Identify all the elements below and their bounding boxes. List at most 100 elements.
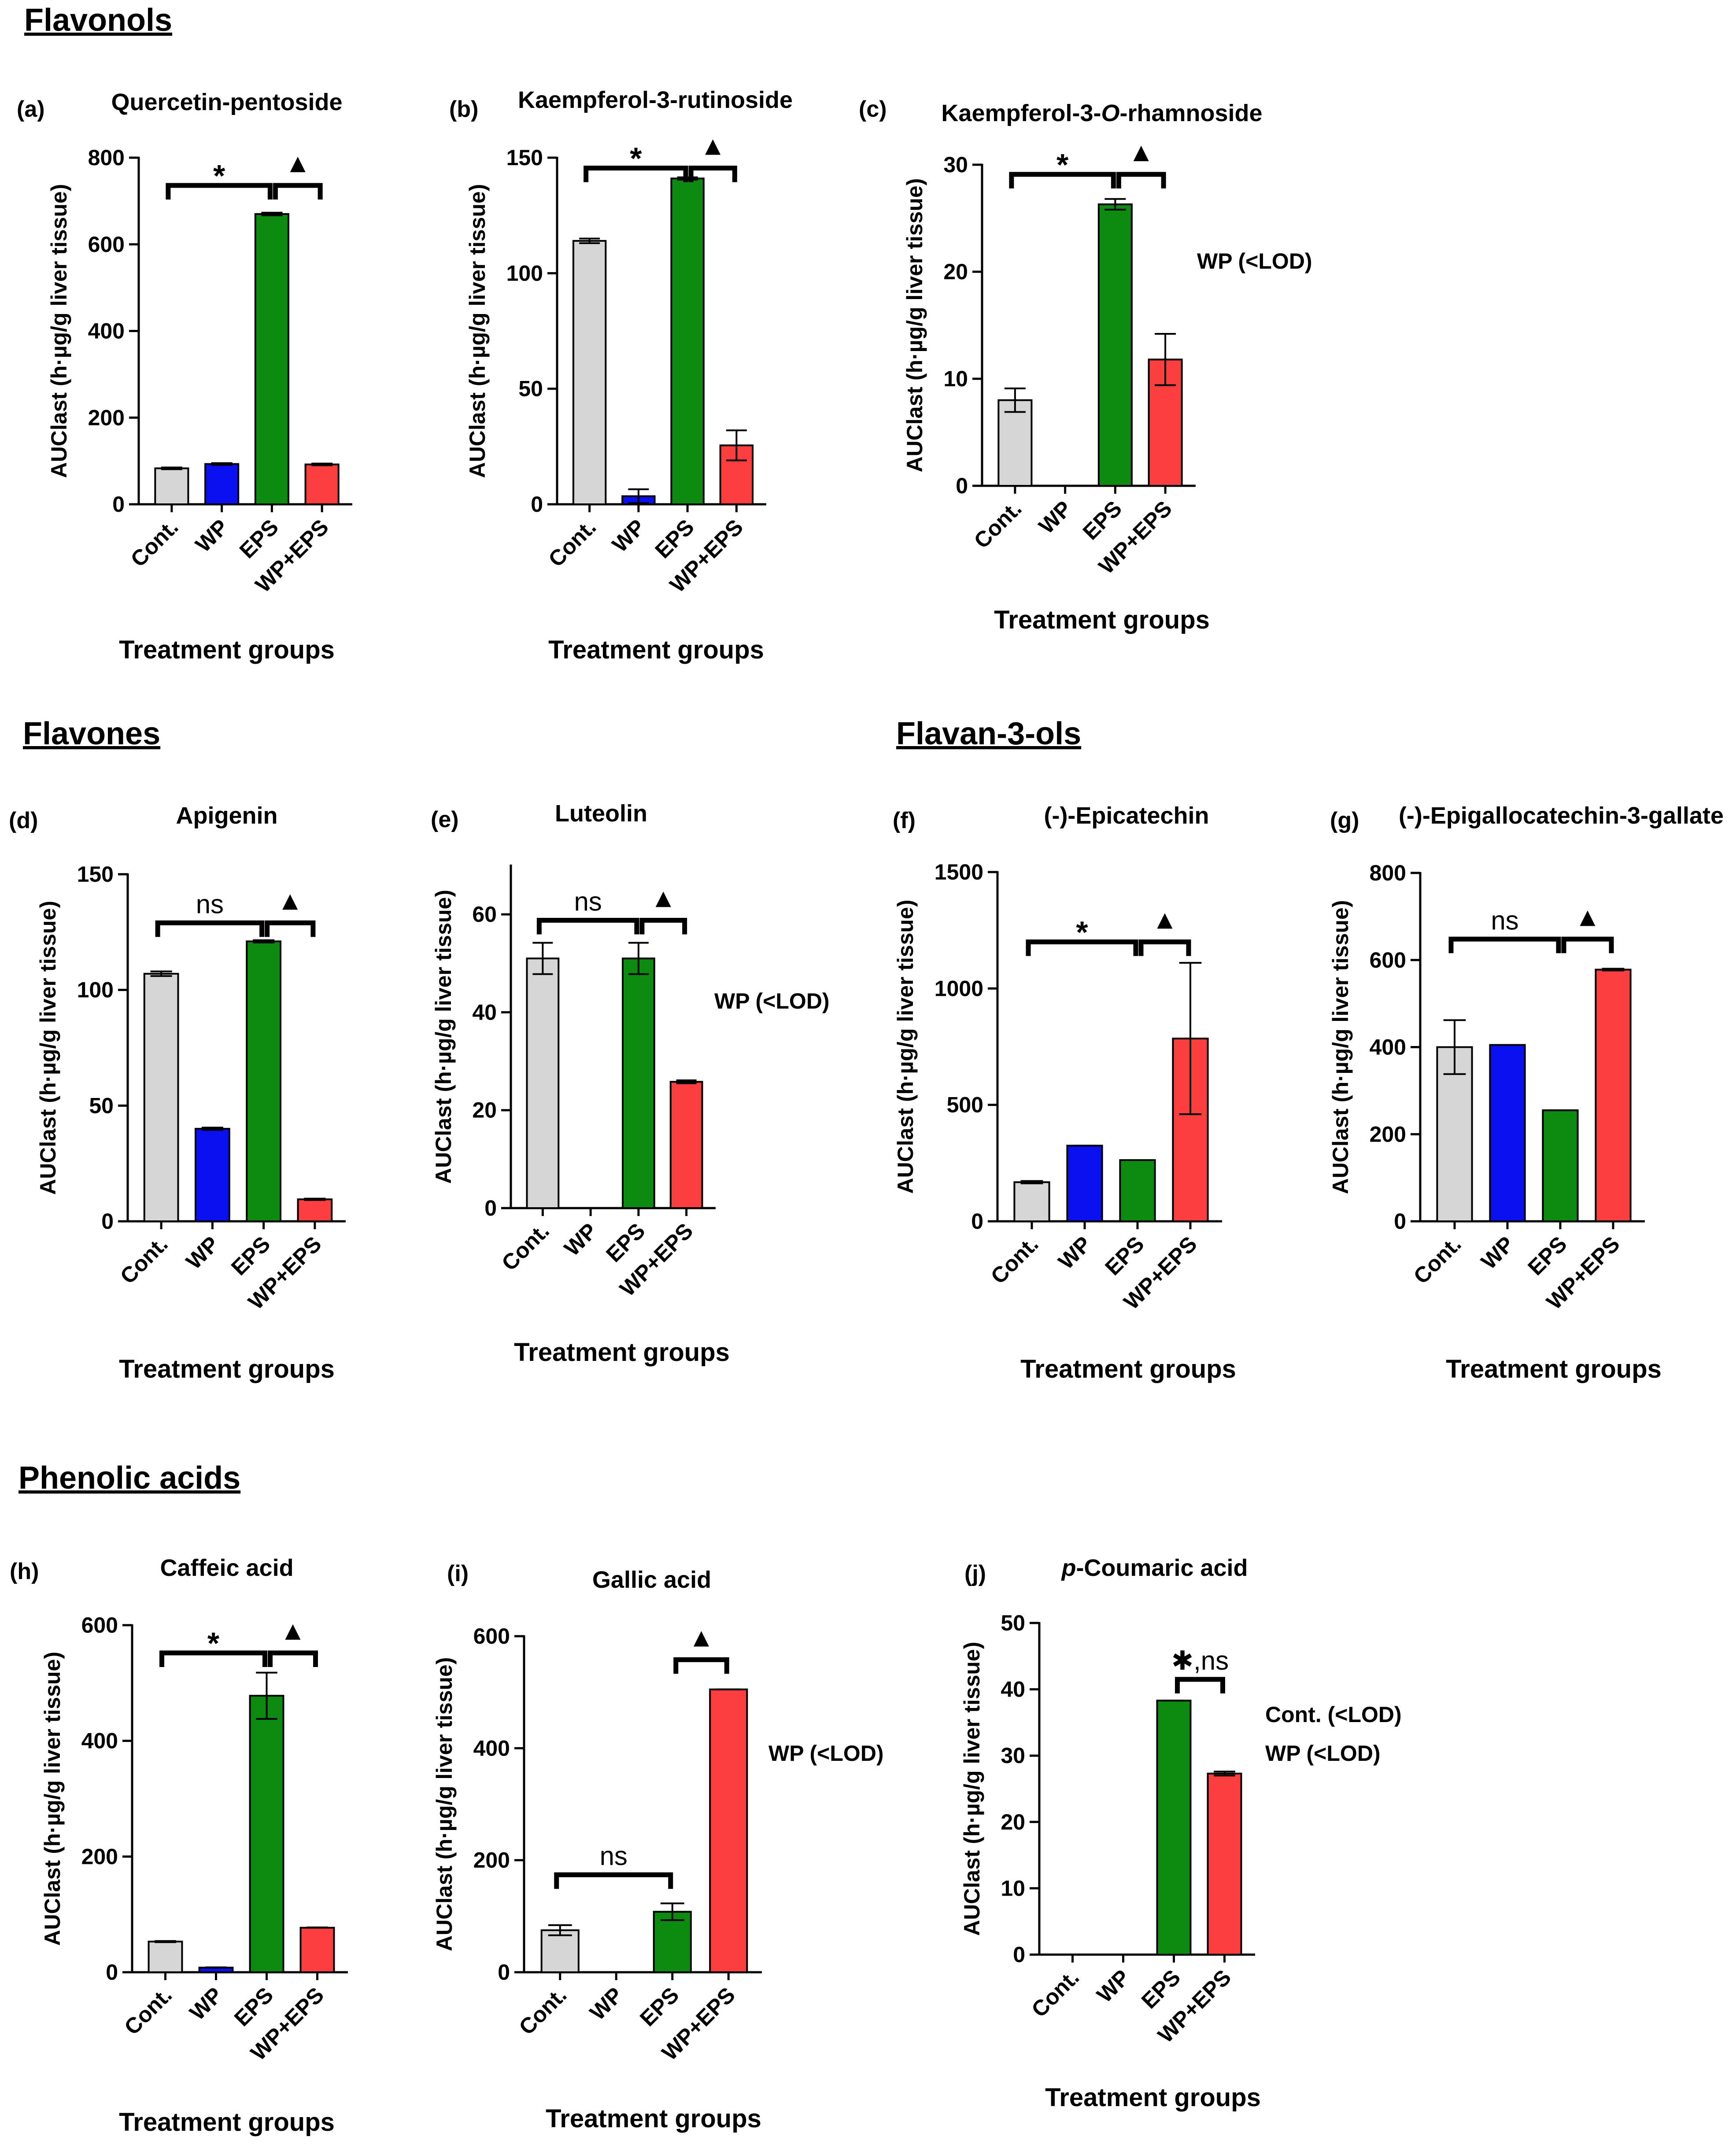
chart-panel-b: (b) Kaempferol-3-rutinoside 0 50 100 150 AUCla… [449, 87, 793, 664]
chart-panels: (a) Quercetin-pentoside0200400600800AUCla… [9, 87, 1724, 2137]
bar-wp [195, 1127, 230, 1223]
significance-bracket [273, 183, 323, 200]
y-tick-label: 50 [1001, 1611, 1025, 1635]
significance-bracket [1026, 939, 1138, 956]
section-title-flavan-3-ols: Flavan-3-ols [896, 716, 1081, 751]
significance-label: ▲ [650, 883, 676, 913]
bar-wp [204, 463, 240, 505]
x-tick-label: Cont. [126, 514, 183, 572]
significance-bracket [1138, 939, 1191, 956]
y-tick-label: 600 [88, 232, 125, 257]
bar-eps [1097, 203, 1133, 487]
y-tick-label: 40 [1001, 1677, 1025, 1702]
significance-label: ns [574, 887, 602, 916]
panel-title: Kaempferol-3-O-rhamnoside [941, 100, 1262, 126]
significance-bracket [1175, 1677, 1225, 1694]
y-axis-label: AUClast (h·µg/g liver tissue) [47, 184, 71, 478]
y-tick-label: 20 [943, 259, 968, 284]
significance-bracket [1116, 172, 1166, 189]
y-tick-label: 30 [943, 152, 968, 177]
x-tick-label: Cont. [514, 1982, 572, 2040]
bar-eps [1156, 1700, 1192, 1955]
y-tick-label: 0 [956, 473, 968, 498]
y-tick-label: 20 [1001, 1810, 1025, 1834]
y-tick-label: 0 [1394, 1209, 1406, 1234]
bar-eps [254, 213, 289, 505]
bar-eps [621, 957, 655, 1209]
panel-title: Quercetin-pentoside [111, 89, 342, 115]
y-tick-label: 600 [1370, 948, 1406, 972]
significance-label: ▲ [700, 131, 726, 161]
bar-cont [154, 467, 189, 506]
x-tick-label: WP [1476, 1231, 1519, 1274]
panel-letter: (a) [17, 96, 45, 122]
x-tick-label: WP [185, 1982, 228, 2025]
y-tick-label: 0 [531, 492, 543, 517]
y-axis-label: AUClast (h·µg/g liver tissue) [902, 178, 927, 473]
y-tick-label: 800 [88, 145, 125, 170]
y-axis-label: AUClast (h·µg/g liver tissue) [36, 901, 60, 1195]
lod-note: WP (<LOD) [768, 1741, 884, 1766]
y-tick-label: 0 [106, 1960, 118, 1985]
x-tick-label: Cont. [119, 1982, 177, 2040]
panel-letter: (g) [1330, 808, 1359, 833]
x-axis-label: Treatment groups [514, 1338, 730, 1367]
bar-eps [1542, 1109, 1579, 1222]
x-axis-label: Treatment groups [994, 606, 1210, 634]
significance-bracket [639, 917, 687, 935]
y-tick-label: 600 [81, 1613, 118, 1638]
panel-letter: (i) [447, 1561, 469, 1586]
panel-letter: (c) [859, 96, 887, 122]
bar-cont [526, 957, 560, 1209]
y-tick-label: 150 [506, 145, 543, 170]
significance-bracket [536, 917, 639, 935]
y-tick-label: 500 [947, 1093, 983, 1117]
y-tick-label: 100 [77, 978, 114, 1002]
bar-cont [997, 399, 1033, 487]
bar-wp-eps [304, 463, 340, 505]
y-tick-label: 50 [89, 1093, 114, 1118]
panel-title: Apigenin [176, 802, 278, 829]
y-axis-label: AUClast (h·µg/g liver tissue) [40, 1652, 65, 1946]
lod-note: Cont. (<LOD) [1265, 1702, 1402, 1727]
significance-bracket [584, 166, 688, 182]
chart-panel-e: (e) Luteolin 0 20 40 60 AUClast (h·µg/g liver … [431, 800, 830, 1367]
bar-wp [1066, 1145, 1103, 1223]
y-tick-label: 400 [473, 1736, 510, 1760]
x-axis-label: Treatment groups [1045, 2083, 1261, 2112]
x-tick-label: WP [559, 1218, 602, 1261]
significance-bracket [268, 1650, 318, 1667]
bar-eps [249, 1695, 284, 1973]
lod-note: WP (<LOD) [1265, 1741, 1381, 1766]
x-axis-label: Treatment groups [548, 636, 764, 664]
panel-letter: (j) [964, 1561, 986, 1586]
significance-label: ▲ [1128, 137, 1154, 167]
y-tick-label: 200 [473, 1848, 510, 1873]
significance-bracket [159, 1650, 267, 1667]
bar-eps [670, 177, 705, 506]
significance-label: ns [196, 889, 224, 919]
y-axis-label: AUClast (h·µg/g liver tissue) [465, 184, 490, 478]
panel-title: (-)-Epigallocatechin-3-gallate [1399, 802, 1724, 829]
panel-title: (-)-Epicatechin [1044, 802, 1209, 829]
significance-bracket [673, 1657, 729, 1674]
panel-title: p-Coumaric acid [1060, 1555, 1248, 1581]
bar-cont [572, 240, 607, 505]
panel-title: Caffeic acid [160, 1555, 293, 1581]
section-title-flavones: Flavones [23, 716, 160, 751]
x-tick-label: Cont. [497, 1218, 554, 1275]
x-axis-label: Treatment groups [546, 2104, 761, 2133]
y-axis-label: AUClast (h·µg/g liver tissue) [431, 890, 456, 1184]
y-tick-label: 0 [484, 1196, 497, 1220]
panel-letter: (b) [449, 96, 478, 122]
bar-wp-eps [299, 1926, 335, 1974]
y-axis-label: AUClast (h·µg/g liver tissue) [432, 1657, 457, 1952]
y-tick-label: 1500 [934, 860, 983, 884]
x-axis-label: Treatment groups [1446, 1355, 1662, 1383]
panel-title: Kaempferol-3-rutinoside [518, 87, 793, 113]
panel-letter: (f) [893, 808, 916, 833]
chart-panel-i: (i) Gallic acid 0 200 400 600 AUClast (h·µg/g … [432, 1561, 884, 2133]
y-tick-label: 0 [112, 492, 125, 517]
bar-cont [540, 1929, 580, 1973]
panel-letter: (e) [431, 807, 459, 832]
